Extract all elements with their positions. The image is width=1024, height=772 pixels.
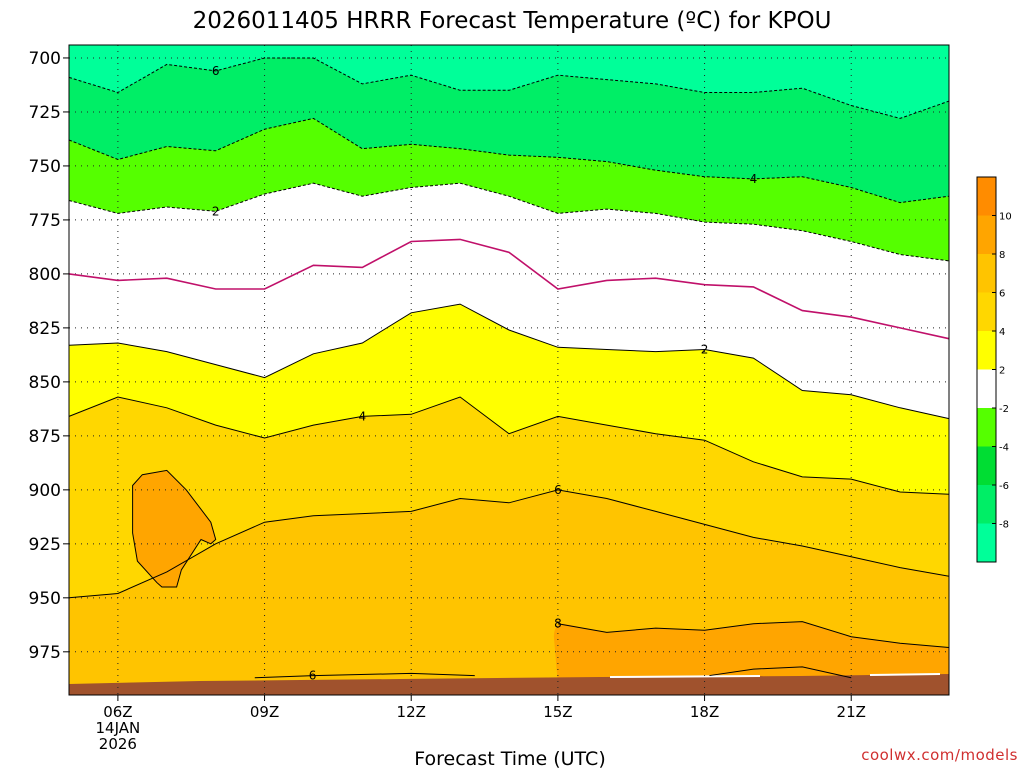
y-tick-label: 875 — [29, 427, 61, 447]
colorbar-tick-label: 10 — [999, 212, 1012, 223]
colorbar-tick-label: 6 — [999, 289, 1005, 300]
x-tick-label: 09Z — [250, 703, 279, 721]
isotherm-label-text: 4 — [750, 172, 758, 186]
colorbar-band — [977, 254, 996, 293]
y-tick-label: 950 — [29, 589, 61, 609]
closed-contour-0 — [132, 469, 217, 588]
x-tick-sublabel: 14JAN — [96, 719, 141, 737]
y-tick-label: 750 — [29, 157, 61, 177]
isotherm-label-4: 4 — [359, 409, 367, 423]
y-tick-label: 775 — [29, 211, 61, 231]
isotherm-6 — [68, 489, 950, 599]
isotherm-label-6: 6 — [554, 483, 562, 497]
colorbar-tick-label: 2 — [999, 366, 1005, 377]
isotherm--4 — [68, 117, 950, 204]
isotherm-label-text: 6 — [554, 483, 562, 497]
grid — [69, 45, 949, 695]
isotherm-label-text: 6 — [212, 64, 220, 78]
isotherm-2 — [68, 303, 950, 420]
isotherm-label-8: 8 — [554, 617, 562, 631]
chart-title: 2026011405 HRRR Forecast Temperature (ºC… — [193, 8, 832, 34]
isotherm-label--6: 6 — [212, 64, 220, 78]
y-tick-label: 850 — [29, 373, 61, 393]
plot-frame — [68, 44, 950, 696]
colorbar-tick-label: 4 — [999, 327, 1005, 338]
isotherm-label--4: 4 — [750, 172, 758, 186]
isotherm-label-text: 8 — [554, 617, 562, 631]
colorbar-band — [977, 292, 996, 331]
contours: 6 4 2 2 4 6 8 6 — [68, 57, 950, 683]
colorbar-band — [977, 177, 996, 216]
x-tick-label: 18Z — [690, 703, 719, 721]
isotherm-label-text: 2 — [701, 342, 709, 356]
isotherm-0 — [68, 238, 950, 340]
x-tick-sublabel: 2026 — [99, 735, 137, 753]
isotherm-label-text: 4 — [359, 409, 367, 423]
y-tick-label: 725 — [29, 103, 61, 123]
isotherm--2 — [68, 182, 950, 262]
colorbar-tick-label: 8 — [999, 250, 1005, 261]
surface-highlight — [609, 673, 941, 678]
isotherm--6 — [68, 57, 950, 119]
x-tick-label: 15Z — [543, 703, 572, 721]
y-axis: 700 725 750 775 800 825 850 875 900 925 950 975 — [29, 49, 69, 663]
isotherm-label-2: 2 — [701, 342, 709, 356]
credit-text[interactable]: coolwx.com/models — [861, 746, 1018, 764]
colorbar-band — [977, 485, 996, 524]
isotherm-4 — [68, 396, 950, 495]
colorbar-band — [977, 446, 996, 485]
x-tick-label: 21Z — [837, 703, 866, 721]
colorbar-tick-label: -6 — [999, 481, 1009, 492]
y-tick-label: 975 — [29, 643, 61, 663]
isotherm-label-text: 2 — [212, 204, 220, 218]
colorbar-band — [977, 215, 996, 254]
y-tick-label: 800 — [29, 265, 61, 285]
plot-area — [69, 45, 949, 695]
x-tick-label: 06Z — [103, 703, 132, 721]
colorbar-tick-label: -4 — [999, 443, 1009, 454]
surface-contour-6 — [254, 672, 475, 679]
isotherm-label--2: 2 — [212, 204, 220, 218]
colorbar-tick-label: -2 — [999, 404, 1009, 415]
colorbar-band — [977, 369, 996, 408]
y-tick-label: 825 — [29, 319, 61, 339]
y-tick-label: 700 — [29, 49, 61, 69]
ground-surface — [69, 674, 949, 695]
isotherm-8 — [557, 621, 950, 648]
surface-contour-8b — [709, 666, 852, 679]
y-tick-label: 925 — [29, 535, 61, 555]
colorbar-band — [977, 408, 996, 447]
x-axis-title: Forecast Time (UTC) — [414, 748, 605, 768]
colorbar: 10 8 6 4 2 -2 -4 -6 -8 — [976, 176, 1012, 563]
colorbar-band — [977, 331, 996, 370]
colorbar-band — [977, 523, 996, 562]
surface-label: 6 — [309, 669, 317, 683]
y-tick-label: 900 — [29, 481, 61, 501]
x-tick-label: 12Z — [397, 703, 426, 721]
colorbar-tick-label: -8 — [999, 520, 1009, 531]
